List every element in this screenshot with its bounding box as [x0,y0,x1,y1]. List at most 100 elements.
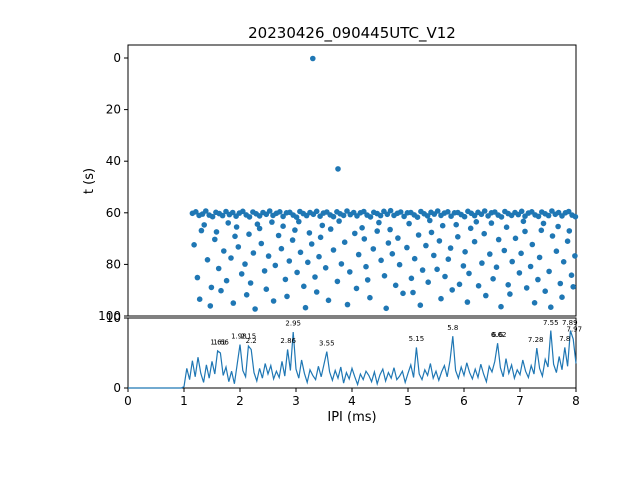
scatter-point [415,232,422,238]
scatter-point [557,280,564,287]
scatter-point [417,302,424,309]
scatter-point [428,229,435,236]
x-tick-label: 7 [516,394,524,408]
scatter-point [488,220,495,226]
scatter-point [498,214,505,220]
peak-annotation: 5.15 [409,335,425,343]
scatter-point [316,253,322,260]
top-y-tick-label: 20 [106,103,121,117]
scatter-point [406,220,412,227]
scatter-point [445,209,451,215]
scatter-point [301,283,307,290]
scatter-point [374,228,381,234]
scatter-point [538,227,545,234]
scatter-point [312,274,318,280]
scatter-point [520,218,527,225]
top-axes-frame [127,44,577,317]
scatter-point [531,300,538,306]
peak-annotation: 6.6 [492,331,504,339]
scatter-point [414,214,421,220]
scatter-point [235,244,242,250]
scatter-point [377,212,384,219]
scatter-point [560,259,567,265]
scatter-point [266,208,273,214]
scatter-point [270,298,277,304]
scatter-point [456,281,463,288]
scatter-point [498,303,504,310]
scatter-point [466,270,472,277]
scatter-point [540,220,547,227]
scatter-point [297,249,304,256]
scatter-point [553,248,560,254]
top-y-tick-label: 0 [113,51,121,65]
scatter-point [481,208,488,214]
scatter-point [439,222,446,229]
peak-annotation: 6.62 [491,331,507,339]
scatter-point [427,217,433,224]
peak-annotation: 2.2 [246,337,257,345]
scatter-point [280,213,286,220]
scatter-point [219,212,226,219]
peak-annotation: 2.95 [285,320,301,328]
scatter-point [527,263,534,270]
scatter-point [330,213,337,220]
scatter-point [572,253,578,259]
scatter-point [436,238,443,244]
peak-annotation: 2.15 [241,332,257,340]
x-tick-label: 0 [124,394,132,408]
scatter-point [438,295,444,302]
bottom-axes-frame [127,317,577,389]
scatter-point [381,273,388,279]
scatter-point [361,208,367,215]
scatter-point [344,301,351,308]
scatter-point [225,220,231,226]
scatter-point [208,284,215,291]
scatter-point [344,208,350,214]
scatter-point [275,232,282,239]
scatter-point [545,212,552,219]
scatter-point [193,209,199,215]
top-y-tick-label: 40 [106,154,121,168]
scatter-point [464,299,471,305]
scatter-point [238,271,245,277]
scatter-point [522,228,528,235]
scatter-point [305,259,311,266]
scatter-point [512,235,519,242]
scatter-point [505,282,512,288]
x-axis-label: IPI (ms) [327,410,376,425]
scatter-point [483,292,489,299]
scatter-point [364,277,371,283]
scatter-point [564,238,571,244]
scatter-point [425,279,432,286]
peak-annotation: 2.86 [280,337,296,345]
scatter-point [487,251,493,257]
scatter-point [302,304,309,311]
peak-annotation: 7.8 [559,335,570,343]
scatter-point [392,282,399,289]
scatter-point [355,251,362,258]
x-tick-label: 3 [292,394,300,408]
scatter-point [408,275,415,282]
scatter-point [431,252,437,259]
peak-annotation: 7.55 [543,319,559,327]
scatter-point [325,297,332,304]
scatter-point [559,294,565,301]
scatter-point [261,268,268,274]
scatter-point [313,208,320,215]
scatter-point [294,269,300,276]
scatter-point [284,293,290,300]
scatter-point [278,245,285,252]
scatter-point [535,276,541,283]
scatter-point [352,230,358,237]
scatter-point [503,224,510,230]
scatter-point [453,221,460,228]
scatter-point [473,219,480,225]
scatter-point [269,219,275,225]
scatter-point [317,234,324,241]
scatter-point [542,288,548,295]
scatter-point [233,224,240,230]
scatter-point [201,222,207,228]
scatter-point [367,294,373,301]
scatter-point [282,276,289,283]
